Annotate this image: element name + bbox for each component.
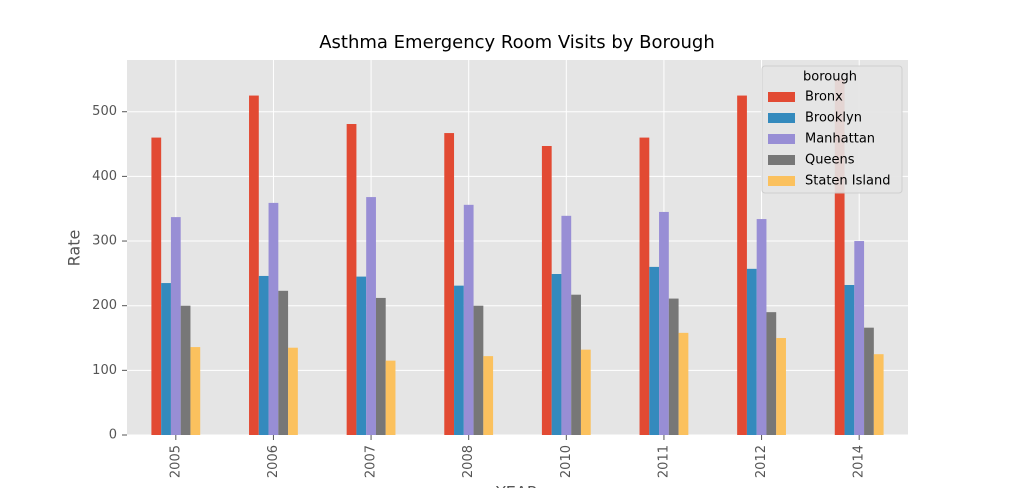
bar (161, 283, 171, 435)
bar (375, 297, 386, 435)
bar (444, 133, 455, 435)
bar (844, 285, 855, 435)
y-axis-label: Rate (65, 230, 84, 267)
bar (366, 197, 376, 435)
bar (541, 145, 552, 435)
bar (649, 266, 660, 435)
x-axis-label: YEAR (495, 483, 538, 488)
y-tick-label: 0 (109, 428, 117, 443)
bar (756, 219, 767, 435)
bar (746, 268, 757, 435)
legend-swatch (768, 113, 795, 123)
bar (639, 137, 650, 435)
y-tick-label: 100 (92, 363, 117, 378)
bar (580, 349, 591, 435)
bar (737, 95, 747, 435)
bar (561, 215, 572, 435)
x-tick-label: 2005 (168, 445, 183, 478)
bar (385, 360, 396, 435)
legend-label: Brooklyn (805, 111, 862, 126)
bar (551, 274, 562, 435)
bar (356, 276, 367, 435)
x-tick-label: 2014 (852, 445, 867, 478)
legend-label: Manhattan (805, 132, 875, 147)
x-tick-label: 2012 (754, 445, 769, 478)
bar (190, 347, 201, 435)
legend-swatch (768, 176, 795, 186)
x-tick-label: 2008 (461, 445, 476, 478)
x-tick-label: 2007 (364, 445, 379, 478)
bar (873, 354, 884, 435)
legend-label: Queens (805, 153, 855, 168)
bar (151, 137, 162, 435)
bar (766, 312, 777, 435)
bar (249, 95, 259, 435)
bar (668, 298, 679, 435)
legend-label: Bronx (805, 90, 843, 105)
x-tick-label: 2010 (559, 445, 574, 478)
chart-title: Asthma Emergency Room Visits by Borough (319, 32, 715, 53)
bar (776, 338, 786, 435)
y-tick-label: 300 (92, 234, 117, 249)
bar (346, 124, 357, 436)
bar (268, 202, 279, 435)
x-tick-label: 2006 (266, 445, 281, 478)
legend-swatch (768, 92, 795, 102)
y-tick-label: 400 (92, 169, 117, 184)
legend-box (761, 65, 903, 194)
x-tick-label: 2011 (656, 445, 671, 478)
bar (180, 305, 191, 435)
bar (571, 294, 581, 435)
bar (659, 211, 669, 435)
bar (288, 347, 298, 435)
bar (483, 356, 494, 435)
bar (473, 305, 484, 435)
bar (678, 332, 689, 435)
bar (854, 241, 865, 435)
legend-title: borough (803, 70, 857, 85)
y-tick-label: 500 (92, 104, 117, 119)
bar (278, 290, 289, 435)
bar (170, 217, 181, 435)
y-tick-label: 200 (92, 298, 117, 313)
legend-swatch (768, 155, 795, 165)
legend-swatch (768, 134, 795, 144)
bar (258, 275, 269, 435)
legend-label: Staten Island (805, 174, 890, 189)
bar (454, 285, 464, 435)
bar (463, 204, 474, 435)
bar (864, 327, 874, 435)
bar (834, 79, 845, 436)
